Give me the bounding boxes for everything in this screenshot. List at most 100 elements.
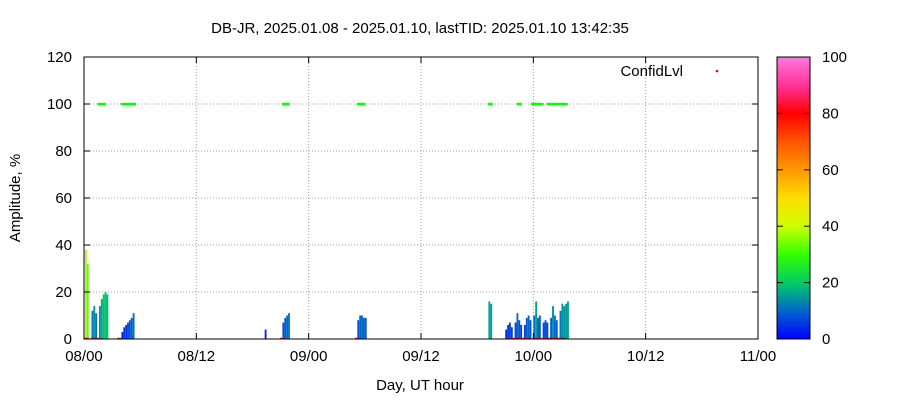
- amplitude-bar: [507, 324, 509, 339]
- y-tick-label: 20: [55, 284, 72, 301]
- low-confidence-point: [90, 337, 96, 339]
- amplitude-bar: [359, 315, 362, 339]
- colorbar-ticks: 0 20 40 60 80 100: [777, 49, 847, 348]
- amplitude-bar: [91, 310, 94, 339]
- amplitude-bar: [555, 320, 558, 339]
- y-tick-label: 80: [55, 143, 72, 160]
- amplitude-bar: [514, 322, 517, 339]
- amplitude-bar: [546, 322, 549, 339]
- x-axis-label: Day, UT hour: [376, 377, 464, 394]
- amplitude-bar: [282, 322, 285, 339]
- confidence-point: [538, 102, 544, 106]
- amplitude-bar: [284, 317, 287, 339]
- confidence-point: [97, 102, 103, 106]
- amplitude-bar: [525, 317, 528, 339]
- amplitude-bar: [84, 249, 87, 339]
- amplitude-bar: [523, 324, 526, 339]
- confidence-point: [546, 102, 552, 106]
- low-confidence-point: [525, 337, 531, 339]
- confidence-point: [101, 102, 107, 106]
- low-confidence-point: [84, 337, 90, 339]
- low-confidence-point: [536, 337, 542, 339]
- low-confidence-point: [117, 337, 123, 339]
- amplitude-bar: [527, 315, 530, 339]
- amplitude-bar: [357, 320, 360, 339]
- low-confidence-point: [560, 337, 566, 339]
- x-tick-label: 09/12: [402, 348, 440, 365]
- y-tick-label: 120: [47, 49, 72, 66]
- confidence-point: [120, 102, 126, 106]
- confidence-point: [360, 102, 366, 106]
- low-confidence-point: [95, 337, 101, 339]
- y-tick-label: 100: [47, 96, 72, 113]
- colorbar-tick-label: 60: [822, 162, 839, 179]
- low-confidence-point: [532, 337, 538, 339]
- x-tick-label: 09/00: [290, 348, 328, 365]
- x-tick-label: 08/00: [65, 348, 103, 365]
- confidence-point: [356, 102, 362, 106]
- amplitude-bar: [128, 320, 131, 339]
- amplitude-bar: [127, 322, 129, 339]
- amplitude-bar: [552, 306, 554, 339]
- point-series: [84, 102, 568, 339]
- low-confidence-point: [553, 337, 559, 339]
- confidence-point: [281, 102, 287, 106]
- amplitude-bar: [553, 315, 556, 339]
- confidence-point: [530, 102, 536, 106]
- low-confidence-point: [545, 337, 551, 339]
- chart-title: DB-JR, 2025.01.08 - 2025.01.10, lastTID:…: [211, 20, 629, 37]
- amplitude-bar: [104, 292, 107, 339]
- amplitude-bar: [510, 327, 513, 339]
- low-confidence-point: [521, 337, 527, 339]
- confidence-point: [562, 102, 568, 106]
- amplitude-bar: [86, 263, 89, 339]
- amplitude-bar: [567, 301, 569, 339]
- amplitude-bar: [565, 303, 568, 339]
- amplitude-bar: [106, 294, 109, 339]
- amplitude-bar: [550, 317, 553, 339]
- colorbar-tick-label: 0: [822, 331, 830, 348]
- colorbar-tick-label: 20: [822, 275, 839, 292]
- amplitude-bar: [529, 320, 532, 339]
- confidence-point: [131, 102, 137, 106]
- low-confidence-point: [354, 337, 360, 339]
- amplitude-bar: [490, 303, 493, 339]
- amplitude-bar: [264, 329, 267, 339]
- amplitude-bar: [100, 299, 103, 339]
- confidence-point: [487, 102, 493, 106]
- low-confidence-point: [512, 337, 518, 339]
- amplitude-bar: [93, 306, 96, 339]
- confidence-point: [534, 102, 540, 106]
- y-tick-label: 0: [64, 331, 72, 348]
- amplitude-bar: [364, 317, 367, 339]
- colorbar-gradient: [776, 56, 811, 340]
- amplitude-bar: [505, 329, 508, 339]
- amplitude-bar: [508, 322, 511, 339]
- x-tick-label: 10/00: [515, 348, 553, 365]
- low-confidence-point: [507, 337, 513, 339]
- low-confidence-point: [557, 337, 563, 339]
- x-axis-ticks: 08/00 08/12 09/00 09/12 10/00 10/12 11/00: [65, 57, 776, 365]
- amplitude-bar: [98, 306, 101, 339]
- amplitude-bar: [563, 306, 566, 339]
- amplitude-bar: [559, 310, 562, 339]
- y-tick-label: 60: [55, 190, 72, 207]
- amplitude-bar: [132, 313, 135, 339]
- grid: [84, 57, 758, 339]
- amplitude-bar: [125, 324, 128, 339]
- low-confidence-point: [549, 337, 555, 339]
- amplitude-bar: [542, 322, 545, 339]
- colorbar-tick-label: 100: [822, 49, 847, 66]
- colorbar: 0 20 40 60 80 100: [776, 49, 847, 348]
- amplitude-bar: [362, 317, 365, 339]
- amplitude-bar: [488, 301, 491, 339]
- amplitude-bar: [95, 313, 98, 339]
- y-axis-ticks: 0 20 40 60 80 100 120: [47, 49, 758, 348]
- amplitude-bar: [286, 315, 289, 339]
- amplitude-bar: [520, 324, 523, 339]
- confidence-point: [551, 102, 557, 106]
- x-tick-label: 11/00: [740, 348, 776, 365]
- amplitude-bar: [561, 303, 564, 339]
- low-confidence-point: [515, 337, 521, 339]
